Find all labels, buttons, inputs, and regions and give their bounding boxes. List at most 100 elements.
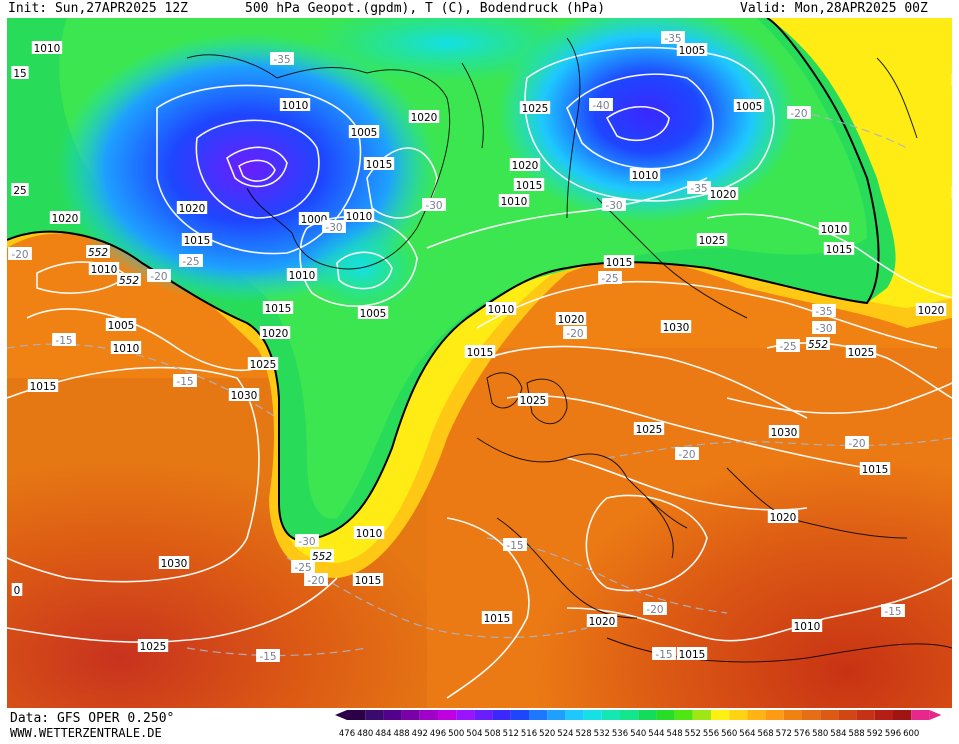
isobar-label: 1010: [287, 268, 317, 282]
temperature-label: -15: [652, 647, 676, 661]
isobar-label: 1010: [792, 619, 822, 633]
temperature-label: -20: [643, 602, 667, 616]
legend-swatch: [547, 710, 565, 720]
legend-value: 572: [776, 729, 792, 739]
valid-time: Valid: Mon,28APR2025 00Z: [740, 0, 928, 18]
temperature-label: -25: [776, 339, 800, 353]
isobar-label-text: 1030: [663, 322, 690, 334]
legend-value: 488: [393, 729, 409, 739]
legend-swatch: [766, 710, 784, 720]
height-label: 552: [310, 549, 334, 563]
temperature-label: -20: [675, 447, 699, 461]
legend-value: 508: [484, 729, 500, 739]
isobar-label: 1010: [486, 302, 516, 316]
isobar-label-text: 1015: [355, 575, 382, 587]
isobar-label-text: 1020: [770, 512, 797, 524]
isobar-label-text: 1020: [411, 112, 438, 124]
legend-value: 504: [466, 729, 482, 739]
isobar-label: 1015: [263, 301, 293, 315]
legend-value: 584: [830, 729, 846, 739]
temperature-label: -35: [270, 52, 294, 66]
legend-swatch: [838, 710, 856, 720]
isobar-label: 1030: [661, 320, 691, 334]
isobar-label-text: 1010: [794, 621, 821, 633]
temperature-label: -25: [598, 271, 622, 285]
legend-value: 480: [357, 729, 373, 739]
isobar-label: 1010: [344, 209, 374, 223]
temperature-label: -25: [179, 254, 203, 268]
isobar-label: 1015: [514, 178, 544, 192]
legend-swatch: [383, 710, 401, 720]
isobar-label: 1015: [604, 255, 634, 269]
temperature-label-text: -35: [664, 33, 681, 45]
legend-swatch: [875, 710, 893, 720]
isobar-label: 1020: [587, 614, 617, 628]
legend-value: 484: [375, 729, 391, 739]
isobar-label-text: 1020: [710, 189, 737, 201]
temperature-label-text: -25: [294, 562, 311, 574]
legend-value: 512: [503, 729, 519, 739]
isobar-label-text: 1015: [679, 649, 706, 661]
legend-swatch: [347, 710, 365, 720]
isobar-label: 1005: [358, 306, 388, 320]
legend-value: 600: [903, 729, 919, 739]
legend-swatch: [911, 710, 929, 720]
legend-swatch: [711, 710, 729, 720]
legend-value: 544: [648, 729, 664, 739]
data-source: Data: GFS OPER 0.250°: [10, 711, 174, 726]
temperature-label-text: -20: [150, 271, 167, 283]
isobar-label: 1025: [846, 345, 876, 359]
isobar-label-text: 1010: [488, 304, 515, 316]
isobar-label: 1025: [520, 101, 550, 115]
isobar-label-text: 1015: [606, 257, 633, 269]
isobar-label: 1020: [409, 110, 439, 124]
temperature-label-text: -15: [506, 540, 523, 552]
temperature-label-text: -30: [325, 222, 342, 234]
isobar-label-text: 1025: [636, 424, 663, 436]
isobar-label: 1015: [824, 242, 854, 256]
init-time: Init: Sun,27APR2025 12Z: [8, 0, 188, 18]
legend-swatch: [420, 710, 438, 720]
legend-value: 596: [885, 729, 901, 739]
legend-value: 592: [867, 729, 883, 739]
legend-swatch: [474, 710, 492, 720]
legend-swatch: [747, 710, 765, 720]
temperature-label: -20: [304, 573, 328, 587]
temperature-label-text: -20: [678, 449, 695, 461]
isobar-label: 1005: [677, 43, 707, 57]
isobar-label-text: 1005: [360, 308, 387, 320]
isobar-label-text: 1010: [289, 270, 316, 282]
isobar-label-text: 1010: [821, 224, 848, 236]
isobar-label-text: 1020: [558, 314, 585, 326]
temperature-label: -35: [661, 31, 685, 45]
isobar-label: 1020: [50, 211, 80, 225]
isobar-label-text: 1025: [699, 235, 726, 247]
legend-swatch: [693, 710, 711, 720]
legend-value: 524: [557, 729, 573, 739]
legend-value: 496: [430, 729, 446, 739]
isobar-label: 1030: [159, 556, 189, 570]
temperature-label: -35: [687, 181, 711, 195]
legend-swatch: [365, 710, 383, 720]
temperature-label-text: -20: [307, 575, 324, 587]
legend-value: 476: [339, 729, 355, 739]
isobar-label: 1030: [229, 388, 259, 402]
isobar-label-text: 1030: [161, 558, 188, 570]
isobar-label-text: 1010: [91, 264, 118, 276]
legend-value: 564: [739, 729, 755, 739]
temperature-label: -15: [256, 649, 280, 663]
height-label: 552: [86, 245, 110, 259]
legend-swatch: [602, 710, 620, 720]
temperature-label: -15: [52, 333, 76, 347]
temperature-label-text: -30: [425, 200, 442, 212]
isobar-label: 1010: [280, 98, 310, 112]
legend-value: 588: [848, 729, 864, 739]
temperature-label-text: -25: [182, 256, 199, 268]
temperature-label-text: -35: [273, 54, 290, 66]
isobar-label-text: 1015: [467, 347, 494, 359]
isobar-label: 1010: [111, 341, 141, 355]
isobar-label-text: 1025: [848, 347, 875, 359]
isobar-label: 1010: [630, 168, 660, 182]
